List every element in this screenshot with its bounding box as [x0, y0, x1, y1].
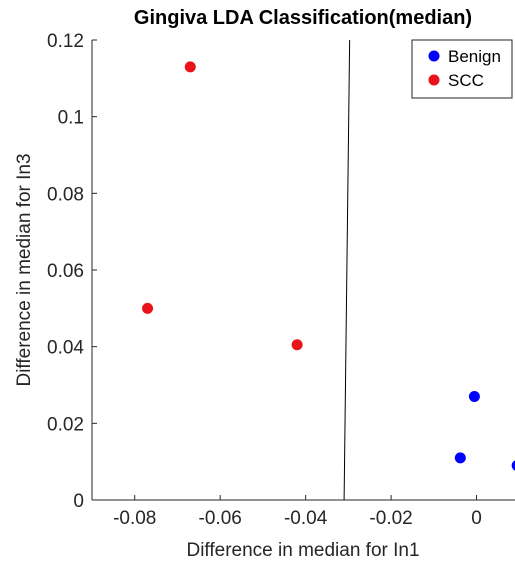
data-point-scc	[184, 61, 196, 73]
y-tick-label: 0.06	[47, 261, 84, 282]
x-tick-label: -0.04	[284, 508, 328, 529]
y-tick-label: 0.1	[58, 108, 84, 129]
x-axis-label: Difference in median for In1	[186, 540, 419, 561]
data-point-scc	[142, 302, 154, 314]
x-tick-label: -0.08	[113, 508, 156, 529]
x-tick-label: -0.06	[199, 508, 242, 529]
plot-area	[91, 39, 515, 501]
y-tick-label: 0	[73, 491, 84, 512]
x-tick-label: -0.02	[369, 508, 412, 529]
x-axis-ticks: -0.08 -0.06 -0.04 -0.02 0	[113, 495, 482, 529]
y-tick-label: 0.02	[47, 414, 84, 435]
legend: Benign SCC	[411, 39, 513, 99]
decision-boundary-line	[343, 39, 351, 501]
x-tick-label: 0	[471, 508, 482, 529]
data-point-benign	[511, 460, 515, 471]
y-axis-label: Difference in median for In3	[14, 153, 35, 386]
legend-marker-benign	[428, 50, 440, 62]
y-tick-label: 0.08	[47, 184, 84, 205]
data-point-benign	[454, 452, 466, 464]
y-tick-label: 0.12	[47, 31, 84, 52]
data-point-scc	[291, 339, 303, 351]
legend-box	[411, 39, 513, 99]
chart-title: Gingiva LDA Classification(median)	[134, 7, 472, 29]
y-axis-ticks: 0 0.02 0.04 0.06 0.08 0.1 0.12	[47, 31, 97, 512]
legend-label-benign: Benign	[448, 47, 501, 66]
legend-marker-scc	[428, 74, 440, 86]
y-tick-label: 0.04	[47, 338, 84, 359]
data-point-benign	[468, 391, 480, 402]
legend-label-scc: SCC	[448, 71, 484, 90]
